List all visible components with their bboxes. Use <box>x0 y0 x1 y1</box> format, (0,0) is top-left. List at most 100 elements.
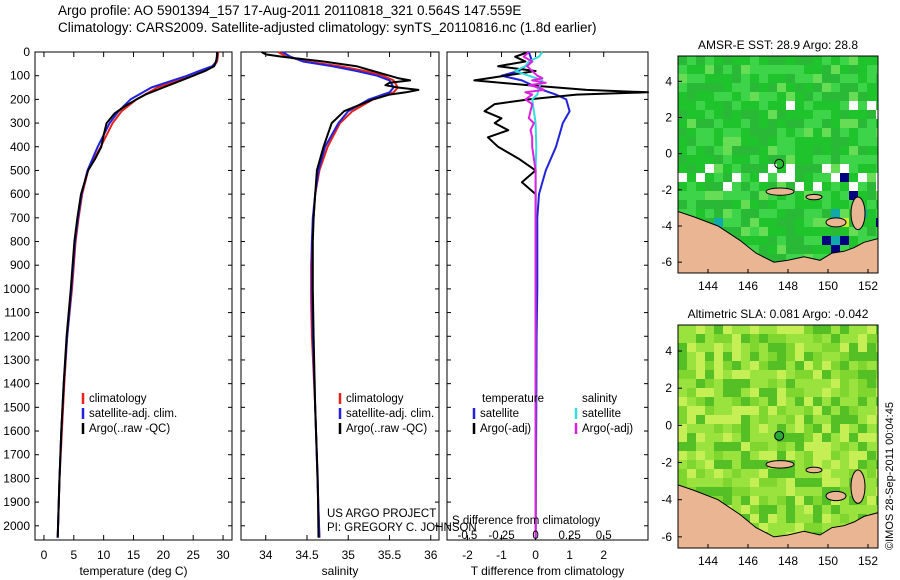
map-cell <box>867 325 876 334</box>
map-cell <box>831 65 840 74</box>
map-cell <box>795 523 804 532</box>
map-cell <box>732 451 741 460</box>
map-cell <box>813 164 822 173</box>
map-cell <box>750 209 759 218</box>
map-cell <box>750 119 759 128</box>
map-cell <box>696 478 705 487</box>
map-cell <box>786 352 795 361</box>
map-cell <box>750 514 759 523</box>
map-cell <box>696 128 705 137</box>
map-ytick-label: -6 <box>661 255 672 269</box>
map-cell <box>813 334 822 343</box>
map-cell <box>786 379 795 388</box>
map-cell <box>741 155 750 164</box>
map-cell <box>705 209 714 218</box>
map-cell <box>732 227 741 236</box>
map-cell <box>876 478 878 487</box>
map-cell <box>768 451 777 460</box>
map-cell <box>705 406 714 415</box>
map-cell <box>723 218 732 227</box>
map-cell <box>849 227 858 236</box>
map-cell <box>705 173 714 182</box>
map-cell <box>696 469 705 478</box>
depth-tick-label: 700 <box>10 211 30 225</box>
map-cell <box>705 128 714 137</box>
map-cell <box>678 83 687 92</box>
map-xtick-label: 150 <box>818 279 838 293</box>
map-cell <box>849 182 858 191</box>
map-cell <box>858 92 867 101</box>
map-cell <box>804 469 813 478</box>
map-cell <box>768 245 777 254</box>
map-ytick-label: 2 <box>665 381 672 395</box>
map-cell <box>750 469 759 478</box>
map-cell <box>840 137 849 146</box>
map-cell <box>723 92 732 101</box>
map-cell <box>741 325 750 334</box>
map-cell <box>831 92 840 101</box>
map-cell <box>696 406 705 415</box>
map-cell <box>813 352 822 361</box>
map-cell <box>768 110 777 119</box>
map-cell <box>876 325 878 334</box>
map-cell <box>759 74 768 83</box>
map-cell <box>813 92 822 101</box>
map-cell <box>876 173 878 182</box>
map-cell <box>777 101 786 110</box>
map-cell <box>822 460 831 469</box>
legend-label: Argo(..raw -QC) <box>346 423 427 435</box>
depth-tick-label: 2000 <box>3 519 30 533</box>
map-cell <box>831 334 840 343</box>
map-cell <box>858 182 867 191</box>
map-cell <box>867 191 876 200</box>
map-cell <box>759 352 768 361</box>
map-ytick-label: 4 <box>665 74 672 88</box>
panel-0-xtick-label: 10 <box>97 548 111 562</box>
map-cell <box>678 397 687 406</box>
map-cell <box>795 110 804 119</box>
map-cell <box>786 191 795 200</box>
map-cell <box>687 370 696 379</box>
map-cell <box>822 424 831 433</box>
map-cell <box>777 218 786 227</box>
map-cell <box>831 379 840 388</box>
map-cell <box>786 200 795 209</box>
map-cell <box>723 119 732 128</box>
map-cell <box>678 65 687 74</box>
map-frame <box>677 324 879 549</box>
map-cell <box>831 505 840 514</box>
map-cell <box>759 496 768 505</box>
map-cell <box>876 388 878 397</box>
map-cell <box>759 92 768 101</box>
map-island <box>805 193 823 201</box>
map-cell <box>714 146 723 155</box>
map-cell <box>696 415 705 424</box>
map-cell <box>759 137 768 146</box>
map-cell <box>723 460 732 469</box>
map-cell <box>759 164 768 173</box>
map-cell <box>813 478 822 487</box>
legend-label: climatology <box>346 393 404 405</box>
map-cell <box>804 505 813 514</box>
map-cell <box>777 146 786 155</box>
map-cell <box>750 388 759 397</box>
map-cell <box>795 164 804 173</box>
map-cell <box>696 379 705 388</box>
map-cell <box>696 65 705 74</box>
profile-panel-1-frame <box>240 51 440 541</box>
map-cell <box>876 424 878 433</box>
map-cell <box>858 110 867 119</box>
map-cell <box>741 496 750 505</box>
map-cell <box>750 200 759 209</box>
map-cell <box>867 137 876 146</box>
legend-label: satellite-adj. clim. <box>89 408 177 420</box>
map-cell <box>732 74 741 83</box>
map-cell <box>687 200 696 209</box>
map-cell <box>840 56 849 65</box>
map-cell <box>876 487 878 496</box>
map-cell <box>732 478 741 487</box>
map-cell <box>705 155 714 164</box>
map-cell <box>813 325 822 334</box>
map-cell <box>759 343 768 352</box>
map-cell <box>786 173 795 182</box>
